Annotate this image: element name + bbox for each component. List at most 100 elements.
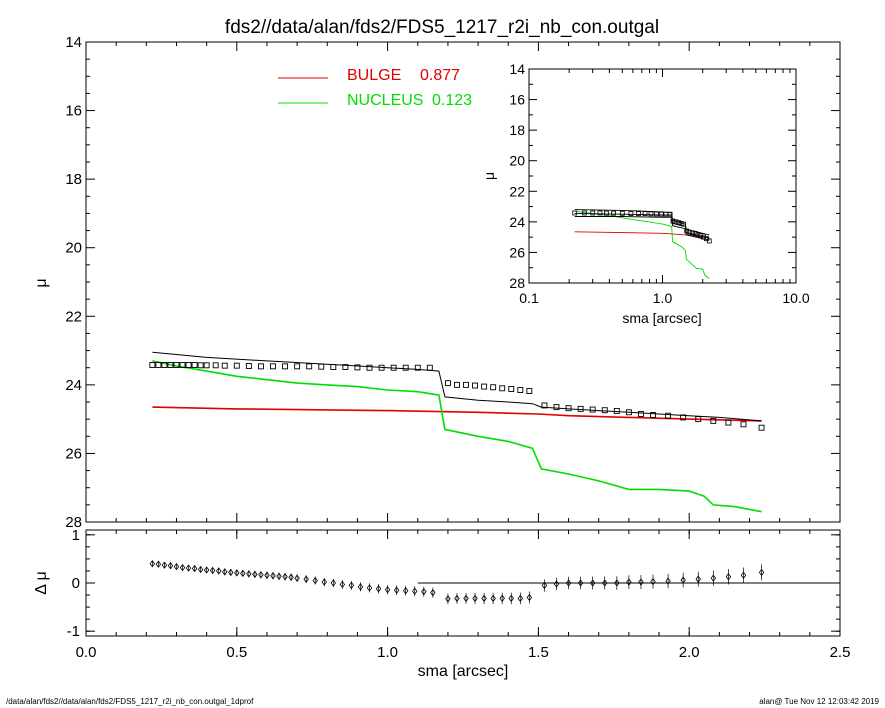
- residual-point: [614, 579, 620, 587]
- data-point: [680, 414, 687, 421]
- inset-data-point: [611, 210, 616, 216]
- residual-point: [203, 566, 210, 574]
- inset-y-tick-label: 26: [509, 244, 525, 260]
- data-point: [161, 362, 168, 368]
- residual-point: [553, 580, 560, 588]
- residual-point: [393, 586, 400, 594]
- residual-y-tick-label: 0: [72, 575, 80, 592]
- residual-axes: 0.0 0.5 1.0 1.5 2.0 2.5 1 0 -1: [67, 527, 851, 661]
- data-point: [758, 424, 765, 431]
- residual-point: [303, 575, 309, 583]
- residual-point: [234, 569, 240, 577]
- data-point: [203, 362, 210, 369]
- inset-data-point: [706, 238, 712, 244]
- inset-x-tick-label: 1.0: [653, 290, 673, 306]
- data-point: [695, 416, 702, 423]
- residual-point: [276, 572, 282, 580]
- inset-data-point: [667, 211, 673, 217]
- residual-point: [282, 573, 288, 581]
- main-panel: 14 16 18 20 22 24 26 28 μ BULGE 0.877 NUCLEUS 0…: [33, 34, 841, 531]
- data-point: [526, 388, 533, 394]
- residual-point: [445, 595, 451, 603]
- residual-point: [430, 588, 436, 597]
- data-point: [221, 362, 228, 369]
- data-point: [179, 362, 186, 368]
- residual-point: [665, 577, 671, 585]
- residual-point: [758, 568, 765, 577]
- inset-y-tick-label: 28: [509, 275, 525, 291]
- residual-point: [330, 579, 337, 587]
- inset-x-tick-label: 10.0: [782, 290, 809, 306]
- residual-point: [252, 570, 258, 579]
- residual-point: [384, 586, 391, 594]
- main-y-tick-label: 24: [65, 377, 82, 394]
- inset-y-tick-label: 24: [509, 214, 525, 230]
- residual-panel: 0.0 0.5 1.0 1.5 2.0 2.5 1 0 -1 Δ μ sma [arcsec]: [33, 527, 850, 680]
- inset-axes: 0.1 1.0 10.0 14 16 18 20 22 24 26 28: [509, 61, 809, 306]
- residual-point: [710, 574, 717, 582]
- residual-point: [577, 579, 584, 587]
- data-point: [245, 363, 252, 369]
- data-point: [185, 362, 192, 368]
- data-point: [625, 409, 632, 416]
- residual-point: [216, 567, 222, 575]
- residual-point: [167, 561, 174, 570]
- data-point: [577, 405, 584, 412]
- residual-x-tick-label: 1.5: [528, 644, 549, 661]
- residual-point: [412, 587, 418, 595]
- residual-point: [312, 576, 318, 585]
- main-y-tick-label: 20: [65, 240, 82, 257]
- inset-data-point: [676, 220, 681, 226]
- residual-y-label: Δ μ: [33, 571, 50, 594]
- data-point: [306, 363, 313, 370]
- data-point: [613, 407, 620, 414]
- inset-data-point: [597, 210, 603, 216]
- residual-point: [541, 581, 548, 590]
- data-point: [650, 412, 656, 418]
- residual-point: [191, 564, 198, 573]
- data-point: [282, 363, 289, 370]
- inset-y-tick-label: 16: [509, 92, 525, 108]
- residual-point: [499, 594, 505, 603]
- data-point: [463, 381, 469, 388]
- inset-data-point: [687, 229, 693, 235]
- residual-point: [402, 587, 409, 595]
- inset-panel: 0.1 1.0 10.0 14 16 18 20 22 24 26 28 μ sma [arcsec…: [481, 61, 810, 326]
- residual-point: [650, 577, 656, 586]
- residual-point: [222, 568, 228, 576]
- residual-point: [725, 573, 732, 581]
- data-point: [426, 364, 433, 371]
- data-point: [233, 362, 240, 369]
- data-point: [565, 405, 572, 412]
- data-point: [378, 364, 385, 371]
- residual-x-label: sma [arcsec]: [418, 663, 509, 680]
- data-point: [167, 362, 174, 368]
- data-point: [517, 387, 524, 393]
- residual-point: [294, 574, 300, 582]
- residual-point: [258, 571, 264, 579]
- data-point: [637, 411, 644, 417]
- data-point: [257, 363, 264, 370]
- inset-data-point: [642, 211, 648, 217]
- data-point: [191, 362, 198, 368]
- residual-point: [638, 578, 644, 586]
- residual-point: [348, 581, 355, 590]
- inset-data-point: [648, 211, 654, 217]
- inset-data-point: [692, 231, 698, 236]
- inset-data-point: [590, 210, 596, 216]
- inset-x-tick-label: 0.1: [519, 290, 539, 306]
- residual-point: [270, 572, 276, 580]
- residual-x-tick-label: 0.0: [76, 644, 97, 661]
- data-point: [366, 364, 373, 371]
- data-point: [725, 419, 732, 426]
- inset-y-tick-label: 14: [509, 61, 525, 77]
- inset-y-tick-label: 22: [509, 183, 525, 199]
- main-y-tick-label: 14: [65, 34, 82, 51]
- residual-point: [481, 594, 487, 603]
- residual-point: [240, 569, 246, 578]
- residual-point: [161, 561, 168, 569]
- main-y-tick-label: 18: [65, 171, 82, 188]
- data-point: [454, 381, 460, 388]
- residual-point: [366, 584, 373, 592]
- inset-data-point: [636, 211, 641, 217]
